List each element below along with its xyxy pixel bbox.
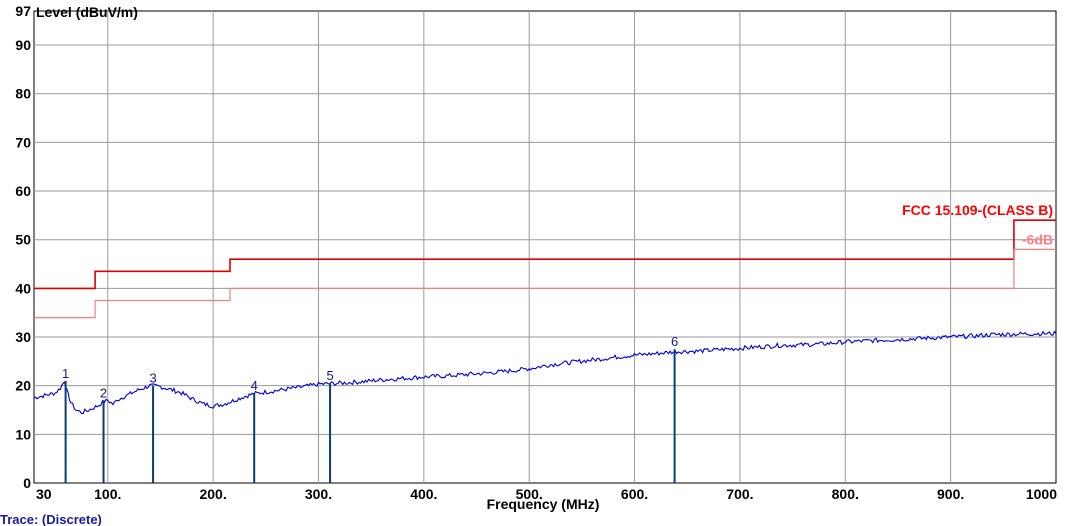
- margin-line: [34, 248, 1056, 319]
- y-tick-label: 70: [15, 134, 31, 150]
- y-tick-label: 97: [15, 3, 31, 19]
- limit-line-label: FCC 15.109-(CLASS B): [902, 202, 1053, 218]
- marker-label: 2: [100, 385, 107, 400]
- limit-line: [34, 219, 1056, 290]
- grid-lines: [34, 11, 1056, 483]
- x-tick-label: 400.: [410, 486, 437, 502]
- x-axis-ticks: 30 100. 200. 300. 400. 500. 600. 700. 800. 900. 10…: [36, 486, 1057, 502]
- y-tick-label: 40: [15, 280, 31, 296]
- y-axis-ticks: 0 10 20 30 40 50 60 70 80 90 97: [15, 3, 31, 491]
- y-tick-label: 10: [15, 426, 31, 442]
- x-tick-label: 600.: [621, 486, 648, 502]
- marker-label: 4: [251, 378, 258, 393]
- y-tick-label: 80: [15, 86, 31, 102]
- trace-note: Trace: (Discrete): [0, 512, 102, 526]
- marker-label: 6: [671, 334, 678, 349]
- x-tick-label: 900.: [937, 486, 964, 502]
- x-tick-label: 100.: [94, 486, 121, 502]
- measurement-trace: [33, 330, 1057, 414]
- margin-line-label: -6dB: [1022, 231, 1053, 247]
- x-tick-label: 500.: [516, 486, 543, 502]
- marker-label: 1: [62, 366, 69, 381]
- x-tick-label: 1000: [1026, 486, 1057, 502]
- x-axis-title: Frequency (MHz): [487, 496, 600, 512]
- x-tick-label: 800.: [832, 486, 859, 502]
- y-tick-label: 90: [15, 37, 31, 53]
- plot-area: [33, 10, 1057, 484]
- x-tick-label: 200.: [199, 486, 226, 502]
- marker-label: 5: [326, 368, 333, 383]
- y-tick-label: 50: [15, 232, 31, 248]
- x-tick-label: 700.: [726, 486, 753, 502]
- marker-group: 1 2 3 4 5 6: [62, 334, 678, 483]
- y-tick-label: 60: [15, 183, 31, 199]
- y-tick-label: 0: [23, 475, 31, 491]
- x-tick-label: 300.: [305, 486, 332, 502]
- x-tick-label: 30: [36, 486, 52, 502]
- y-tick-label: 30: [15, 329, 31, 345]
- y-tick-label: 20: [15, 378, 31, 394]
- y-axis-title: Level (dBuV/m): [36, 4, 138, 20]
- marker-label: 3: [149, 371, 156, 386]
